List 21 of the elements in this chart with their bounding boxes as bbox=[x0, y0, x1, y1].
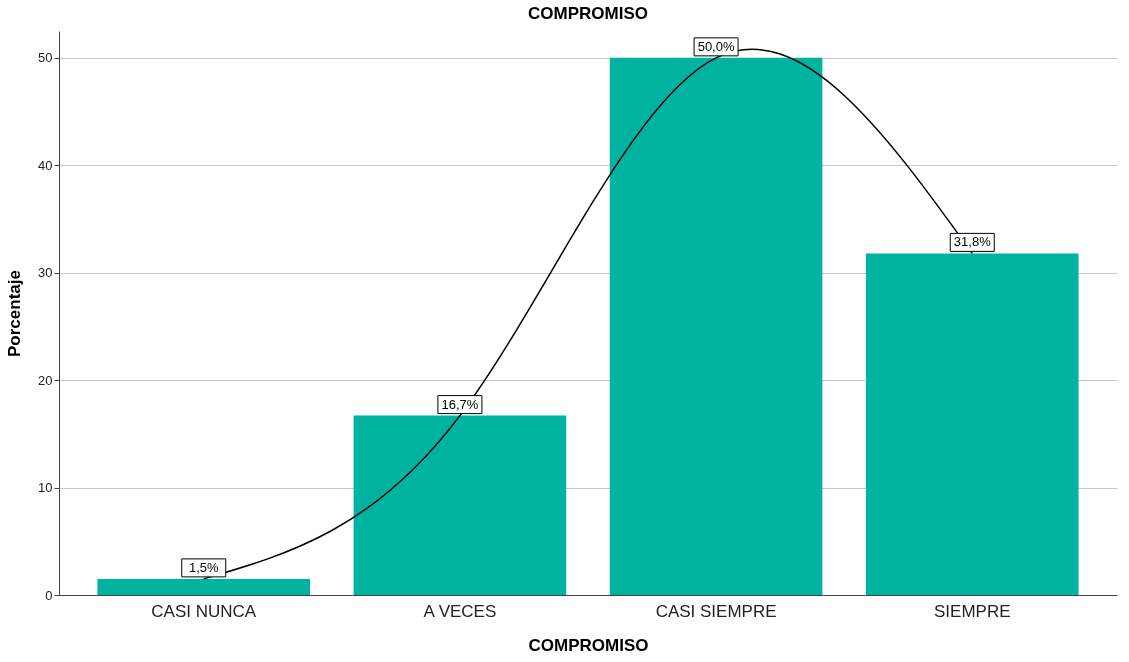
x-axis-title: COMPROMISO bbox=[528, 635, 649, 655]
y-tick-label: 20 bbox=[38, 372, 53, 388]
x-tick-label: CASI NUNCA bbox=[151, 601, 257, 621]
bar bbox=[865, 253, 1079, 595]
x-tick-label: CASI SIEMPRE bbox=[655, 601, 777, 621]
y-tick-label: 50 bbox=[38, 50, 53, 66]
bar bbox=[97, 578, 311, 595]
x-tick-label: A VECES bbox=[423, 601, 497, 621]
y-tick-label: 10 bbox=[38, 480, 53, 496]
data-label: 31,8% bbox=[953, 234, 992, 250]
bar bbox=[353, 415, 567, 595]
y-tick-label: 40 bbox=[38, 157, 53, 173]
bar bbox=[609, 57, 823, 595]
y-tick-label: 0 bbox=[45, 587, 53, 603]
y-tick-label: 30 bbox=[38, 265, 53, 281]
x-tick-label: SIEMPRE bbox=[934, 601, 1011, 621]
y-axis-title: Porcentaje bbox=[5, 270, 25, 357]
data-label: 1,5% bbox=[188, 559, 219, 575]
data-label: 50,0% bbox=[697, 38, 735, 54]
data-label: 16,7% bbox=[441, 396, 479, 412]
chart-title: COMPROMISO bbox=[528, 4, 648, 23]
